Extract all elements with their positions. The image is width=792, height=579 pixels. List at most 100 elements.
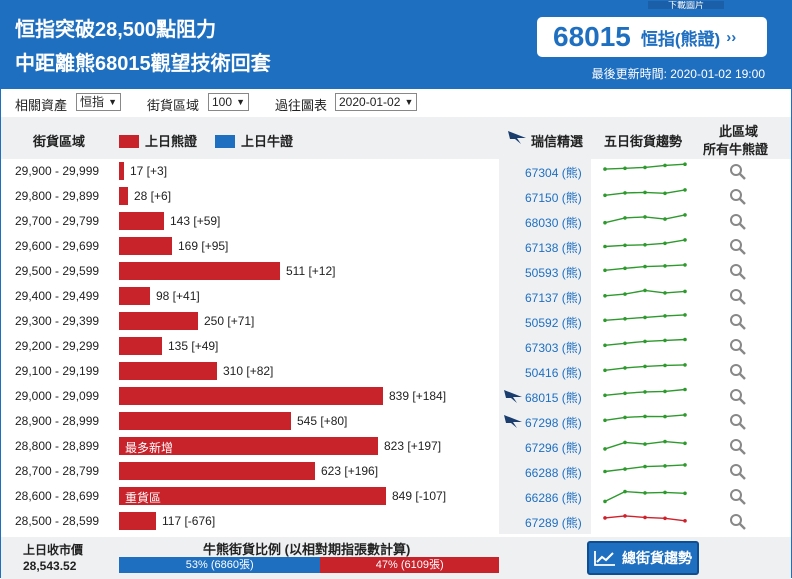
trend-point (663, 191, 667, 196)
trend-point (663, 516, 667, 521)
pick-code: 67296 (熊) (525, 441, 582, 455)
row-range: 29,100 - 29,199 (15, 364, 100, 378)
trend-point (683, 441, 687, 446)
history-date-select[interactable]: 2020-01-02 ▼ (335, 93, 418, 111)
pick-code: 68030 (熊) (525, 216, 582, 230)
trend-point (683, 491, 687, 496)
search-icon[interactable] (729, 238, 747, 259)
pick-code-link[interactable]: 68030 (熊) (499, 209, 591, 234)
search-icon[interactable] (729, 213, 747, 234)
history-label: 過往圖表 (275, 98, 328, 113)
trend-point (623, 467, 627, 471)
search-icon[interactable] (729, 438, 747, 459)
pick-code: 67303 (熊) (525, 341, 582, 355)
trend-point (623, 243, 627, 248)
pick-code-link[interactable]: 67304 (熊) (499, 159, 591, 184)
row-range: 28,700 - 28,799 (15, 464, 100, 478)
total-trend-button[interactable]: 總街貨趨勢 (587, 541, 699, 575)
trend-sparkline (603, 514, 687, 523)
pick-code-link[interactable]: 67296 (熊) (499, 434, 591, 459)
search-icon[interactable] (729, 313, 747, 334)
pick-code-link[interactable]: 66286 (熊) (499, 484, 591, 509)
trend-point (683, 387, 687, 392)
bear-bar (119, 237, 172, 255)
bear-bar (119, 362, 217, 380)
pick-code: 67289 (熊) (525, 516, 582, 530)
search-icon[interactable] (729, 513, 747, 534)
search-icon[interactable] (729, 263, 747, 284)
bear-bar (119, 212, 164, 230)
bear-legend-label: 上日熊證 (145, 134, 198, 149)
pick-code-link[interactable]: 68015 (熊) (499, 384, 591, 409)
table-header: 街貨區域 上日熊證 上日牛證 瑞信精選 五日街貨趨勢 此區域 所有牛熊證 (1, 117, 791, 159)
col-zone: 街貨區域 (33, 134, 86, 149)
pick-code-link[interactable]: 67298 (熊) (499, 409, 591, 434)
trend-point (663, 338, 667, 343)
featured-warrant-button[interactable]: 68015 恒指(熊證) ›› (537, 17, 767, 57)
bear-bar (119, 437, 378, 455)
pick-code-link[interactable]: 67138 (熊) (499, 234, 591, 259)
legend-bull: 上日牛證 (215, 131, 293, 150)
table-row: 29,500 - 29,599 511 [+12] 50593 (熊) (1, 259, 791, 284)
pick-code-link[interactable]: 50592 (熊) (499, 309, 591, 334)
trend-point (643, 464, 647, 469)
asset-label: 相關資產 (15, 98, 68, 113)
search-icon[interactable] (729, 338, 747, 359)
zone-label: 街貨區域 (147, 98, 200, 113)
col-all-line1: 此區域 (719, 124, 759, 139)
trend-point (663, 291, 667, 295)
table-row: 29,000 - 29,099 839 [+184] 68015 (熊) (1, 384, 791, 409)
trend-sparkline (603, 238, 687, 249)
trend-point (643, 515, 647, 520)
pick-code-link[interactable]: 67289 (熊) (499, 509, 591, 534)
pick-code-link[interactable]: 50593 (熊) (499, 259, 591, 284)
pick-code-link[interactable]: 50416 (熊) (499, 359, 591, 384)
bar-value: 545 [+80] (297, 414, 348, 428)
search-icon[interactable] (729, 488, 747, 509)
bear-bar (119, 512, 156, 530)
pick-code-link[interactable]: 66288 (熊) (499, 459, 591, 484)
trend-point (603, 393, 607, 398)
trend-point (643, 264, 647, 269)
asset-select[interactable]: 恒指 ▼ (76, 93, 122, 111)
pick-code-link[interactable]: 67303 (熊) (499, 334, 591, 359)
trend-point (603, 499, 607, 504)
row-range: 28,900 - 28,999 (15, 414, 100, 428)
table-row: 28,800 - 28,899 最多新增 823 [+197] 67296 (熊… (1, 434, 791, 459)
trend-point (623, 317, 627, 321)
trend-sparkline (603, 313, 687, 323)
search-icon[interactable] (729, 288, 747, 309)
total-trend-label: 總街貨趨勢 (622, 550, 692, 566)
table-row: 28,600 - 28,699 重貨區 849 [-107] 66286 (熊) (1, 484, 791, 509)
bull-legend-swatch (215, 135, 235, 148)
caret-down-icon: ▼ (236, 97, 246, 107)
trend-point (623, 191, 627, 195)
caret-down-icon: ▼ (108, 97, 118, 107)
table-row: 28,500 - 28,599 117 [-676] 67289 (熊) (1, 509, 791, 534)
trend-sparkline (603, 387, 687, 398)
search-icon[interactable] (729, 413, 747, 434)
legend-bear: 上日熊證 (119, 131, 197, 150)
search-icon[interactable] (729, 363, 747, 384)
search-icon[interactable] (729, 463, 747, 484)
trend-point (603, 447, 607, 451)
download-image-tab[interactable]: 下載圖片 (648, 1, 724, 9)
trend-point (643, 491, 647, 495)
trend-point (603, 193, 607, 198)
search-icon[interactable] (729, 388, 747, 409)
trend-sparkline (603, 213, 687, 225)
row-range: 29,800 - 29,899 (15, 189, 100, 203)
trend-point (643, 442, 647, 446)
row-range: 28,800 - 28,899 (15, 439, 100, 453)
pick-code-link[interactable]: 67150 (熊) (499, 184, 591, 209)
pick-code-link[interactable]: 67137 (熊) (499, 284, 591, 309)
pick-code: 68015 (熊) (525, 391, 582, 405)
search-icon[interactable] (729, 163, 747, 184)
zone-select[interactable]: 100 ▼ (208, 93, 250, 111)
trend-point (643, 215, 647, 219)
bear-legend-swatch (119, 135, 139, 148)
pick-code: 50416 (熊) (525, 366, 582, 380)
bar-value: 17 [+3] (130, 164, 168, 178)
search-icon[interactable] (729, 188, 747, 209)
trend-sparkline (603, 489, 687, 504)
